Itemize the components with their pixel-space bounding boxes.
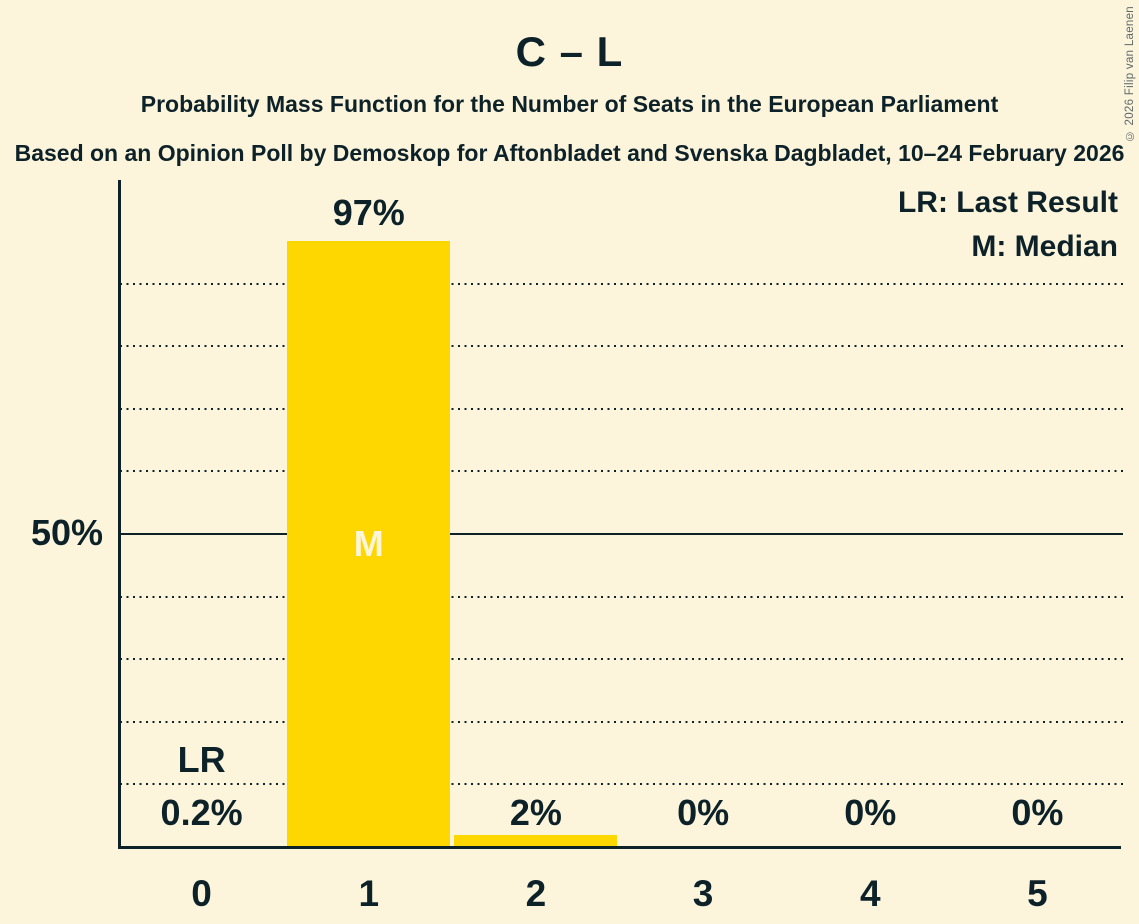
value-label-2: 2% [509,792,562,833]
gridline-30pct [120,658,1123,660]
gridline-40pct [120,596,1123,598]
bar-1 [287,240,451,848]
legend-last-result: LR: Last Result [897,186,1118,219]
x-axis-tick-4: 4 [859,873,881,914]
legend: LR: Last Result M: Median [898,181,1118,269]
median-label: M [353,523,384,564]
y-axis-tick-50pct: 50% [30,512,103,553]
x-axis-tick-3: 3 [692,873,714,914]
gridline-20pct [120,721,1123,723]
gridline-10pct [120,783,1123,785]
gridline-80pct [120,345,1123,347]
gridline-60pct [120,470,1123,472]
value-label-3: 0% [677,792,730,833]
x-axis-tick-2: 2 [525,873,547,914]
gridline-70pct [120,408,1123,410]
bar-2 [454,835,618,848]
gridline-50pct [120,533,1123,535]
chart-source-line: Based on an Opinion Poll by Demoskop for… [14,140,1125,166]
legend-median: M: Median [971,230,1118,263]
chart-title: C – L [515,28,624,75]
value-label-4: 0% [844,792,897,833]
gridline-90pct [120,283,1123,285]
x-axis-tick-5: 5 [1027,873,1048,914]
chart-subtitle: Probability Mass Function for the Number… [140,91,999,117]
chart-source-wrap: Based on an Opinion Poll by Demoskop for… [0,136,1139,170]
value-label-1: 97% [332,191,405,233]
x-axis-tick-1: 1 [358,873,380,914]
x-axis-tick-0: 0 [191,873,212,914]
value-label-5: 0% [1011,792,1064,833]
last-result-label: LR [177,739,226,780]
value-label-0: 0.2% [160,792,243,833]
y-axis-line [118,180,121,849]
x-axis-line [118,846,1121,849]
